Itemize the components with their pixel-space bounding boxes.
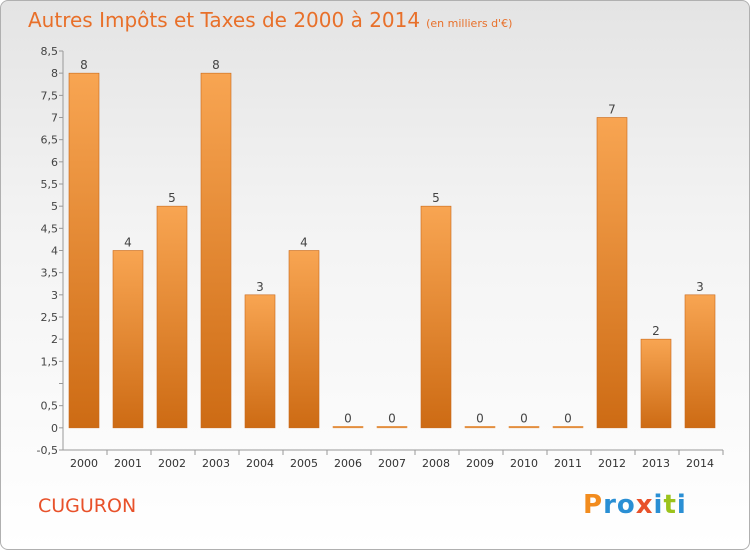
logo-letter: o — [616, 490, 636, 520]
data-label-2014: 3 — [696, 280, 704, 294]
y-tick-label: 2 — [51, 333, 58, 346]
x-tick-label-2001: 2001 — [114, 457, 142, 470]
x-tick-label-2010: 2010 — [510, 457, 538, 470]
bar-2006 — [332, 426, 364, 429]
data-label-2002: 5 — [168, 191, 176, 205]
data-label-2013: 2 — [652, 324, 660, 338]
bar-2011 — [552, 426, 584, 429]
data-label-2009: 0 — [476, 411, 484, 425]
data-label-2011: 0 — [564, 411, 572, 425]
x-tick-label-2011: 2011 — [554, 457, 582, 470]
x-tick-label-2009: 2009 — [466, 457, 494, 470]
x-tick-label-2005: 2005 — [290, 457, 318, 470]
x-tick-label-2012: 2012 — [598, 457, 626, 470]
data-label-2010: 0 — [520, 411, 528, 425]
y-tick-label: 7,5 — [41, 89, 59, 102]
logo-letter: x — [635, 490, 654, 520]
y-tick-label: 8 — [51, 67, 58, 80]
bar-2002 — [156, 205, 188, 429]
chart-title: Autres Impôts et Taxes de 2000 à 2014 (en… — [28, 8, 512, 32]
bar-2013 — [640, 338, 672, 429]
y-tick-label: 0 — [51, 422, 58, 435]
bar-chart: -0,500,51,522,533,544,555,566,577,588,5 … — [37, 45, 724, 470]
commune-name: CUGURON — [38, 495, 137, 517]
x-tick-label-2008: 2008 — [422, 457, 450, 470]
bar-2000 — [68, 72, 100, 429]
x-tick-label-2003: 2003 — [202, 457, 230, 470]
bar-2001 — [112, 250, 144, 429]
bar-2004 — [244, 294, 276, 429]
y-tick-label: 6,5 — [41, 134, 59, 147]
bar-2003 — [200, 72, 232, 429]
y-tick-label: 0,5 — [41, 400, 59, 413]
y-tick-label: 1,5 — [41, 355, 59, 368]
y-tick-label: 4 — [51, 245, 58, 258]
logo-letter: t — [663, 490, 677, 520]
x-tick-label-2006: 2006 — [334, 457, 362, 470]
bar-2009 — [464, 426, 496, 429]
chart-title-text: Autres Impôts et Taxes de 2000 à 2014 — [28, 8, 421, 32]
bar-2010 — [508, 426, 540, 429]
bar-2014 — [684, 294, 716, 429]
x-tick-label-2000: 2000 — [70, 457, 98, 470]
data-label-2007: 0 — [388, 411, 396, 425]
data-label-2008: 5 — [432, 191, 440, 205]
y-tick-label: 4,5 — [41, 222, 59, 235]
y-tick-label: 2,5 — [41, 311, 59, 324]
x-tick-label-2002: 2002 — [158, 457, 186, 470]
y-tick-label: 7 — [51, 112, 58, 125]
y-tick-label: -0,5 — [37, 444, 58, 457]
logo-letter: r — [603, 490, 617, 520]
logo-letter: P — [583, 490, 604, 520]
bar-2007 — [376, 426, 408, 429]
proxiti-logo: Proxiti — [583, 490, 687, 520]
data-label-2000: 8 — [80, 58, 88, 72]
data-label-2005: 4 — [300, 236, 308, 250]
data-label-2004: 3 — [256, 280, 264, 294]
x-tick-label-2014: 2014 — [686, 457, 714, 470]
y-tick-label: 6 — [51, 156, 58, 169]
y-tick-label: 3,5 — [41, 267, 59, 280]
bar-2012 — [596, 117, 628, 429]
bar-2008 — [420, 205, 452, 429]
data-label-2006: 0 — [344, 411, 352, 425]
x-tick-label-2004: 2004 — [246, 457, 274, 470]
bar-2005 — [288, 250, 320, 429]
x-tick-label-2013: 2013 — [642, 457, 670, 470]
y-tick-label: 5 — [51, 200, 58, 213]
data-label-2012: 7 — [608, 103, 616, 117]
data-label-2001: 4 — [124, 236, 132, 250]
chart-unit: (en milliers d'€) — [426, 17, 513, 30]
y-tick-label: 3 — [51, 289, 58, 302]
logo-letter: i — [653, 490, 664, 520]
y-tick-label: 8,5 — [41, 45, 59, 58]
logo-letter: i — [676, 490, 687, 520]
x-tick-label-2007: 2007 — [378, 457, 406, 470]
data-label-2003: 8 — [212, 58, 220, 72]
y-tick-label: 5,5 — [41, 178, 59, 191]
